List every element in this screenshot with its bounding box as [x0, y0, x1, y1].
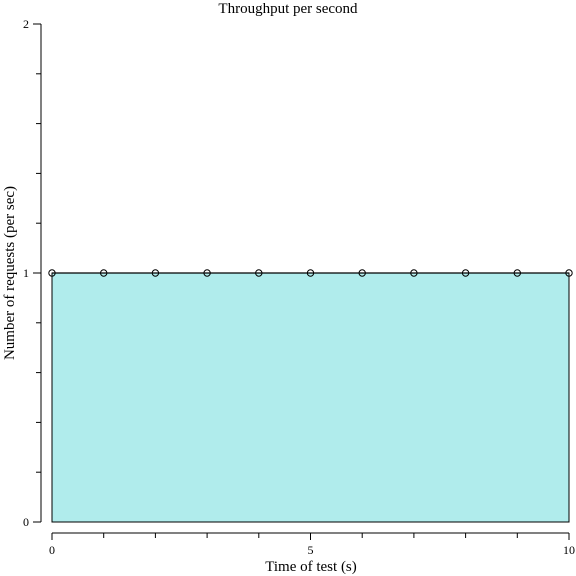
data-point: [48, 269, 56, 277]
points-layer: [48, 269, 573, 277]
data-point: [565, 269, 573, 277]
area-layer: [51, 272, 570, 523]
y-tick-label: 1: [23, 266, 29, 280]
data-point: [461, 269, 470, 277]
x-tick-label: 5: [308, 543, 314, 557]
y-tick-label: 0: [23, 515, 29, 529]
data-point: [306, 269, 315, 277]
chart-title: Throughput per second: [218, 1, 358, 17]
area-fill: [51, 272, 570, 523]
x-axis-label: Time of test (s): [265, 559, 357, 575]
data-point: [410, 269, 418, 277]
x-tick-label: 10: [563, 543, 575, 557]
axes-layer: 0 5 10 0 1 2: [23, 17, 575, 557]
data-point: [100, 269, 108, 277]
y-tick-label: 2: [23, 17, 29, 31]
data-point: [358, 269, 366, 277]
y-axis-label: Number of requests (per sec): [2, 186, 18, 360]
data-point: [513, 269, 521, 277]
x-tick-label: 0: [49, 543, 55, 557]
data-point: [203, 269, 211, 277]
data-point: [151, 269, 160, 277]
data-point: [255, 269, 263, 277]
